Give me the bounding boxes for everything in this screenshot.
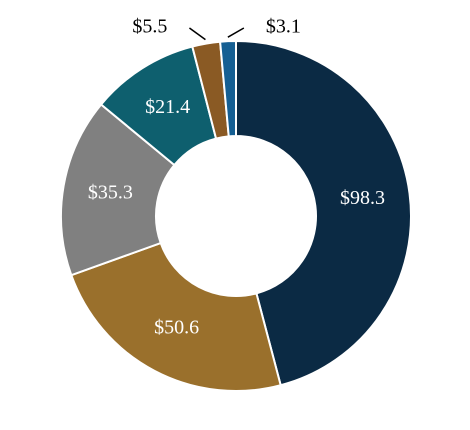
slice-label: $21.4 <box>145 96 190 118</box>
leader-line <box>227 27 245 38</box>
slice-label: $50.6 <box>154 316 199 338</box>
slice-label: $5.5 <box>132 16 167 38</box>
leader-line <box>188 27 206 41</box>
donut-slice <box>235 39 412 387</box>
donut-slice <box>219 39 237 138</box>
donut-slice <box>70 241 282 392</box>
donut-slice <box>60 103 176 277</box>
slice-label: $35.3 <box>88 182 133 204</box>
slice-label: $98.3 <box>340 187 385 209</box>
slice-label: $3.1 <box>266 16 301 38</box>
